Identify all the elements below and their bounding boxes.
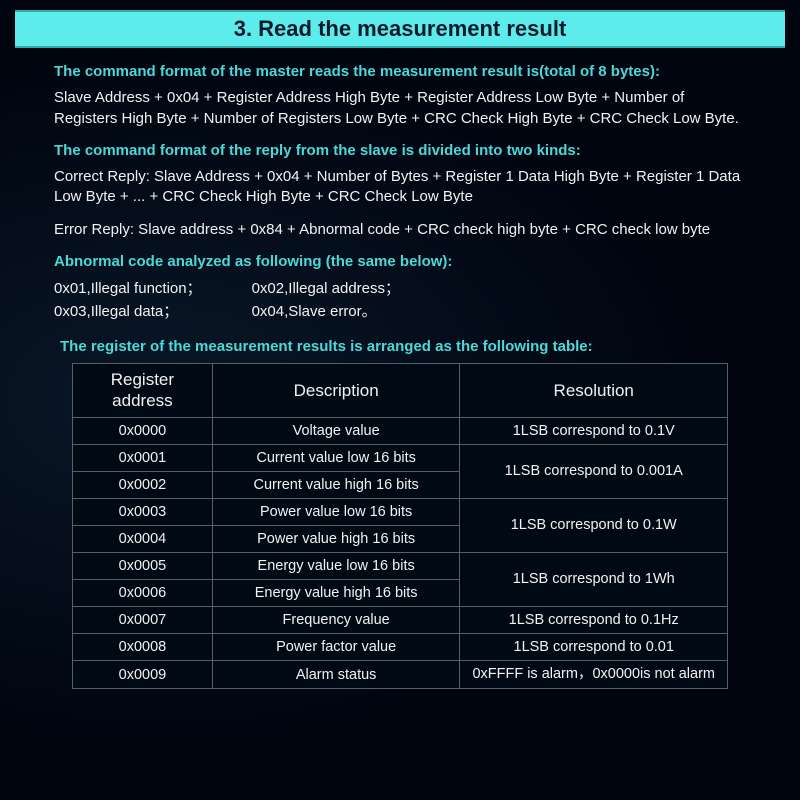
table-row: 0x0008Power factor value1LSB correspond … [73, 634, 728, 661]
cell-address: 0x0003 [73, 499, 213, 526]
col-resolution: Resolution [460, 364, 728, 418]
cell-address: 0x0001 [73, 445, 213, 472]
cell-description: Current value high 16 bits [212, 472, 460, 499]
cell-resolution: 1LSB correspond to 0.001A [460, 445, 728, 499]
cell-address: 0x0000 [73, 418, 213, 445]
cell-description: Current value low 16 bits [212, 445, 460, 472]
cell-address: 0x0007 [73, 607, 213, 634]
table-row: 0x0005Energy value low 16 bits1LSB corre… [73, 553, 728, 580]
cell-resolution: 1LSB correspond to 1Wh [460, 553, 728, 607]
cell-description: Power factor value [212, 634, 460, 661]
cell-address: 0x0006 [73, 580, 213, 607]
cell-description: Alarm status [212, 661, 460, 689]
cell-address: 0x0005 [73, 553, 213, 580]
cell-description: Energy value high 16 bits [212, 580, 460, 607]
page-root: 3. Read the measurement result The comma… [0, 0, 800, 800]
table-row: 0x0007Frequency value1LSB correspond to … [73, 607, 728, 634]
correct-reply: Correct Reply: Slave Address + 0x04 + Nu… [54, 167, 746, 208]
cell-description: Frequency value [212, 607, 460, 634]
error-reply: Error Reply: Slave address + 0x84 + Abno… [54, 220, 746, 240]
table-row: 0x0000Voltage value1LSB correspond to 0.… [73, 418, 728, 445]
code-01: 0x01,Illegal function； [54, 278, 202, 301]
code-03: 0x03,Illegal data； [54, 301, 202, 324]
cell-description: Power value high 16 bits [212, 526, 460, 553]
cell-description: Energy value low 16 bits [212, 553, 460, 580]
cell-address: 0x0009 [73, 661, 213, 689]
cell-address: 0x0002 [73, 472, 213, 499]
cell-resolution: 0xFFFF is alarm，0x0000is not alarm [460, 661, 728, 689]
cell-description: Power value low 16 bits [212, 499, 460, 526]
content-block: The command format of the master reads t… [0, 48, 800, 323]
table-intro: The register of the measurement results … [0, 337, 800, 363]
abnormal-heading: Abnormal code analyzed as following (the… [54, 252, 746, 272]
section-header: 3. Read the measurement result [15, 10, 785, 48]
master-body: Slave Address + 0x04 + Register Address … [54, 88, 746, 129]
table-row: 0x0001Current value low 16 bits1LSB corr… [73, 445, 728, 472]
col-register: Registeraddress [73, 364, 213, 418]
master-heading: The command format of the master reads t… [54, 62, 746, 82]
register-table: Registeraddress Description Resolution 0… [72, 363, 728, 689]
cell-resolution: 1LSB correspond to 0.1V [460, 418, 728, 445]
table-header-row: Registeraddress Description Resolution [73, 364, 728, 418]
cell-address: 0x0004 [73, 526, 213, 553]
slave-heading: The command format of the reply from the… [54, 141, 746, 161]
code-02: 0x02,Illegal address； [252, 278, 400, 301]
section-title: 3. Read the measurement result [234, 16, 567, 42]
cell-resolution: 1LSB correspond to 0.1Hz [460, 607, 728, 634]
table-row: 0x0009Alarm status0xFFFF is alarm，0x0000… [73, 661, 728, 689]
code-04: 0x04,Slave error。 [252, 301, 400, 324]
table-body: 0x0000Voltage value1LSB correspond to 0.… [73, 418, 728, 689]
col-description: Description [212, 364, 460, 418]
cell-resolution: 1LSB correspond to 0.1W [460, 499, 728, 553]
table-row: 0x0003Power value low 16 bits1LSB corres… [73, 499, 728, 526]
cell-description: Voltage value [212, 418, 460, 445]
abnormal-codes: 0x01,Illegal function； 0x03,Illegal data… [54, 278, 746, 323]
cell-address: 0x0008 [73, 634, 213, 661]
cell-resolution: 1LSB correspond to 0.01 [460, 634, 728, 661]
